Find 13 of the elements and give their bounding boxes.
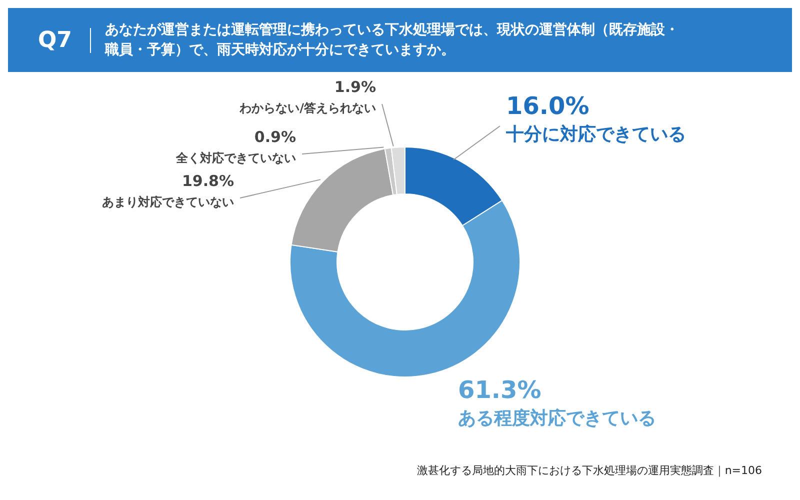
chart-title: Q7 [20,28,91,52]
chart-subtitle: あなたが運営または運転管理に携わっている下水処理場では、現状の運営体制（既存施設・職員・予算）で、雨天時対応が十分にできていますか。 [105,21,680,60]
data-label: 19.8% [182,172,234,190]
data-label: 1.9% [334,78,376,96]
slice-label: あまり対応できていない [102,195,234,209]
slice-label: わからない/答えられない [238,101,376,115]
data-label: 61.3% [458,376,542,404]
text: 激甚化する局地的大雨下における下水処理場の運用実態調査｜n=106 [416,463,762,478]
slice-label: 全く対応できていない [175,151,296,165]
slice-label: 十分に対応できている [505,124,686,145]
data-label: 0.9% [254,128,296,146]
data-label: 16.0% [506,92,590,120]
slice-label: ある程度対応できている [458,408,656,429]
